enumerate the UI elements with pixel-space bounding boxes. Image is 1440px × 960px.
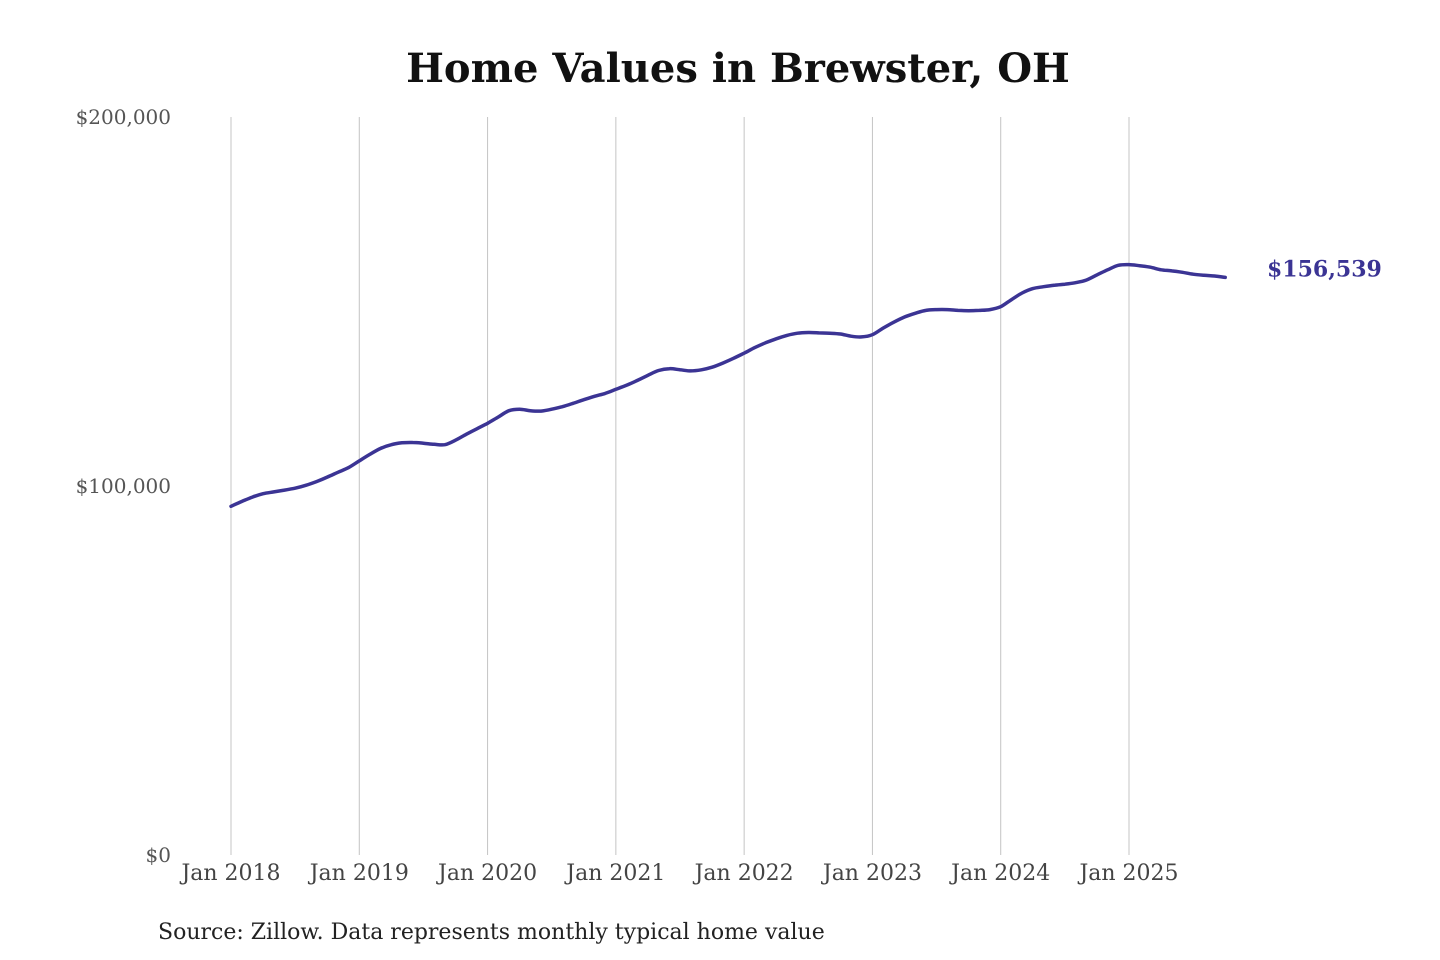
series-layer: $156,539: [229, 256, 1382, 509]
y-tick-label: $200,000: [76, 105, 171, 129]
x-tick-label: Jan 2021: [564, 861, 665, 886]
y-tick-label: $100,000: [76, 474, 171, 498]
gridlines: [230, 117, 1130, 855]
x-tick-label: Jan 2018: [179, 861, 280, 886]
x-tick-label: Jan 2025: [1077, 861, 1178, 886]
x-tick-label: Jan 2020: [436, 861, 537, 886]
x-tick-label: Jan 2023: [821, 861, 922, 886]
x-tick-label: Jan 2022: [693, 861, 794, 886]
y-tick-label: $0: [146, 843, 171, 867]
series-line: [229, 262, 1227, 509]
x-axis-ticks: Jan 2018 Jan 2019 Jan 2020 Jan 2021 Jan 2022…: [179, 861, 1178, 886]
x-tick-label: Jan 2019: [308, 861, 409, 886]
chart-title: Home Values in Brewster, OH: [406, 45, 1070, 92]
y-axis-ticks: $0 $100,000 $200,000: [76, 105, 171, 867]
x-tick-label: Jan 2024: [949, 861, 1050, 886]
source-note: Source: Zillow. Data represents monthly …: [158, 920, 825, 945]
end-value-label: $156,539: [1267, 256, 1382, 282]
